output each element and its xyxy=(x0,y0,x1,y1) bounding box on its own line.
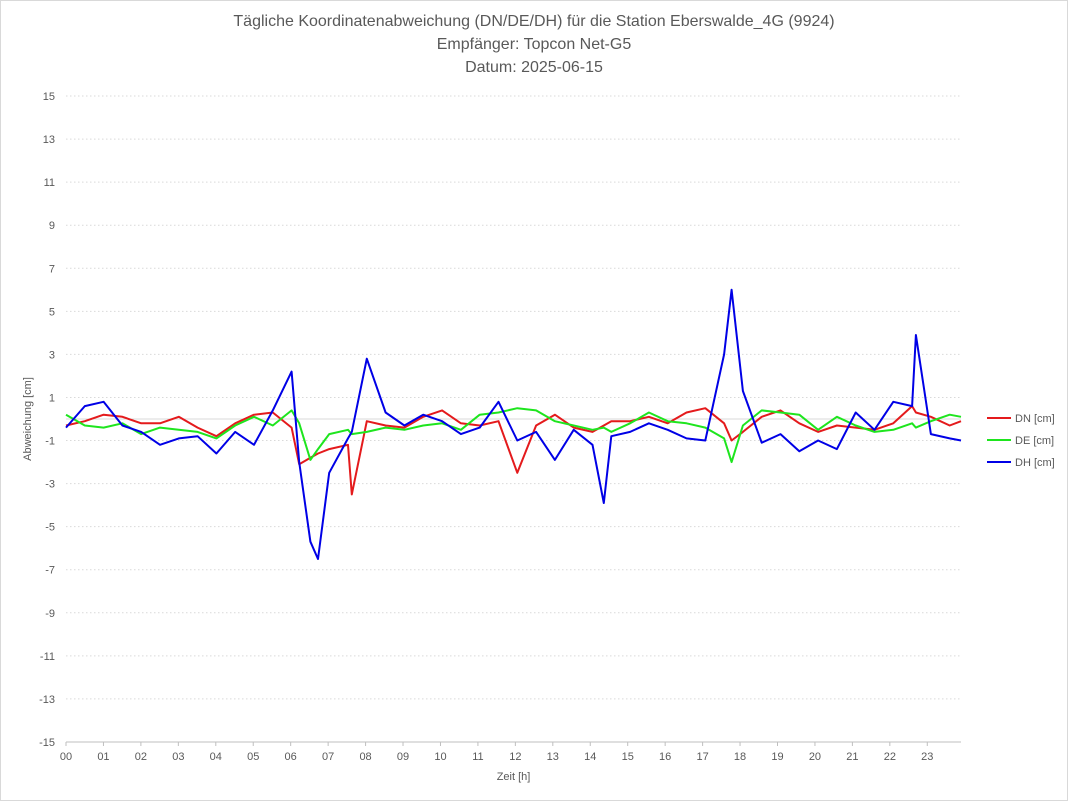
chart-subtitle-date: Datum: 2025-06-15 xyxy=(465,59,603,76)
y-tick-label: -3 xyxy=(45,479,55,491)
y-tick-label: 1 xyxy=(49,392,55,404)
x-axis-ticks: 00 01 02 03 04 05 06 07 08 09 10 11 12 13 14 15 16 17 18 19… xyxy=(60,742,933,763)
x-tick-label: 11 xyxy=(472,751,483,763)
gridlines xyxy=(66,95,961,743)
x-tick-label: 04 xyxy=(210,751,222,763)
y-tick-label: 3 xyxy=(49,349,55,361)
y-tick-label: -7 xyxy=(45,565,55,577)
series-line-dh xyxy=(65,288,962,560)
x-tick-label: 06 xyxy=(285,751,297,763)
x-tick-label: 10 xyxy=(434,751,446,763)
series-line-de xyxy=(65,407,962,464)
legend: DN [cm] DE [cm] DH [cm] xyxy=(987,413,1055,469)
x-tick-label: 13 xyxy=(547,751,559,763)
x-tick-label: 05 xyxy=(247,751,259,763)
x-tick-label: 12 xyxy=(509,751,521,763)
x-tick-label: 03 xyxy=(172,751,184,763)
x-tick-label: 08 xyxy=(359,751,371,763)
y-axis-ticks: 15 13 11 9 7 5 3 1 -1 -3 -5 -7 -9 -11 -13 -15 xyxy=(39,91,55,749)
y-tick-label: -15 xyxy=(39,737,55,749)
x-tick-label: 07 xyxy=(322,751,334,763)
chart-subtitle-receiver: Empfänger: Topcon Net-G5 xyxy=(436,36,632,53)
x-tick-label: 00 xyxy=(60,751,72,763)
y-tick-label: 11 xyxy=(44,177,55,189)
y-tick-label: 9 xyxy=(49,220,55,232)
y-tick-label: 15 xyxy=(43,91,55,103)
x-tick-label: 23 xyxy=(921,751,933,763)
series-lines xyxy=(65,288,962,560)
y-tick-label: -5 xyxy=(45,522,55,534)
legend-entry: DH [cm] xyxy=(1015,457,1055,469)
y-tick-label: -11 xyxy=(40,651,55,663)
legend-entry: DE [cm] xyxy=(1015,435,1054,447)
y-tick-label: 7 xyxy=(49,263,55,275)
x-tick-label: 18 xyxy=(734,751,746,763)
x-tick-label: 22 xyxy=(884,751,896,763)
x-tick-label: 15 xyxy=(622,751,634,763)
y-tick-label: -1 xyxy=(45,436,55,448)
chart-title: Tägliche Koordinatenabweichung (DN/DE/DH… xyxy=(233,13,835,30)
y-axis-label: Abweichung [cm] xyxy=(22,377,34,461)
legend-entry: DN [cm] xyxy=(1015,413,1055,425)
x-tick-label: 02 xyxy=(135,751,147,763)
x-tick-label: 09 xyxy=(397,751,409,763)
x-tick-label: 21 xyxy=(846,751,858,763)
x-tick-label: 20 xyxy=(809,751,821,763)
y-tick-label: 5 xyxy=(49,306,55,318)
x-axis-label: Zeit [h] xyxy=(497,771,531,783)
x-tick-label: 01 xyxy=(97,751,109,763)
y-tick-label: -13 xyxy=(39,694,55,706)
series-line-dn xyxy=(65,405,962,496)
x-tick-label: 14 xyxy=(584,751,596,763)
x-tick-label: 17 xyxy=(696,751,708,763)
x-tick-label: 19 xyxy=(771,751,783,763)
y-tick-label: -9 xyxy=(45,608,55,620)
y-tick-label: 13 xyxy=(43,134,55,146)
x-tick-label: 16 xyxy=(659,751,671,763)
